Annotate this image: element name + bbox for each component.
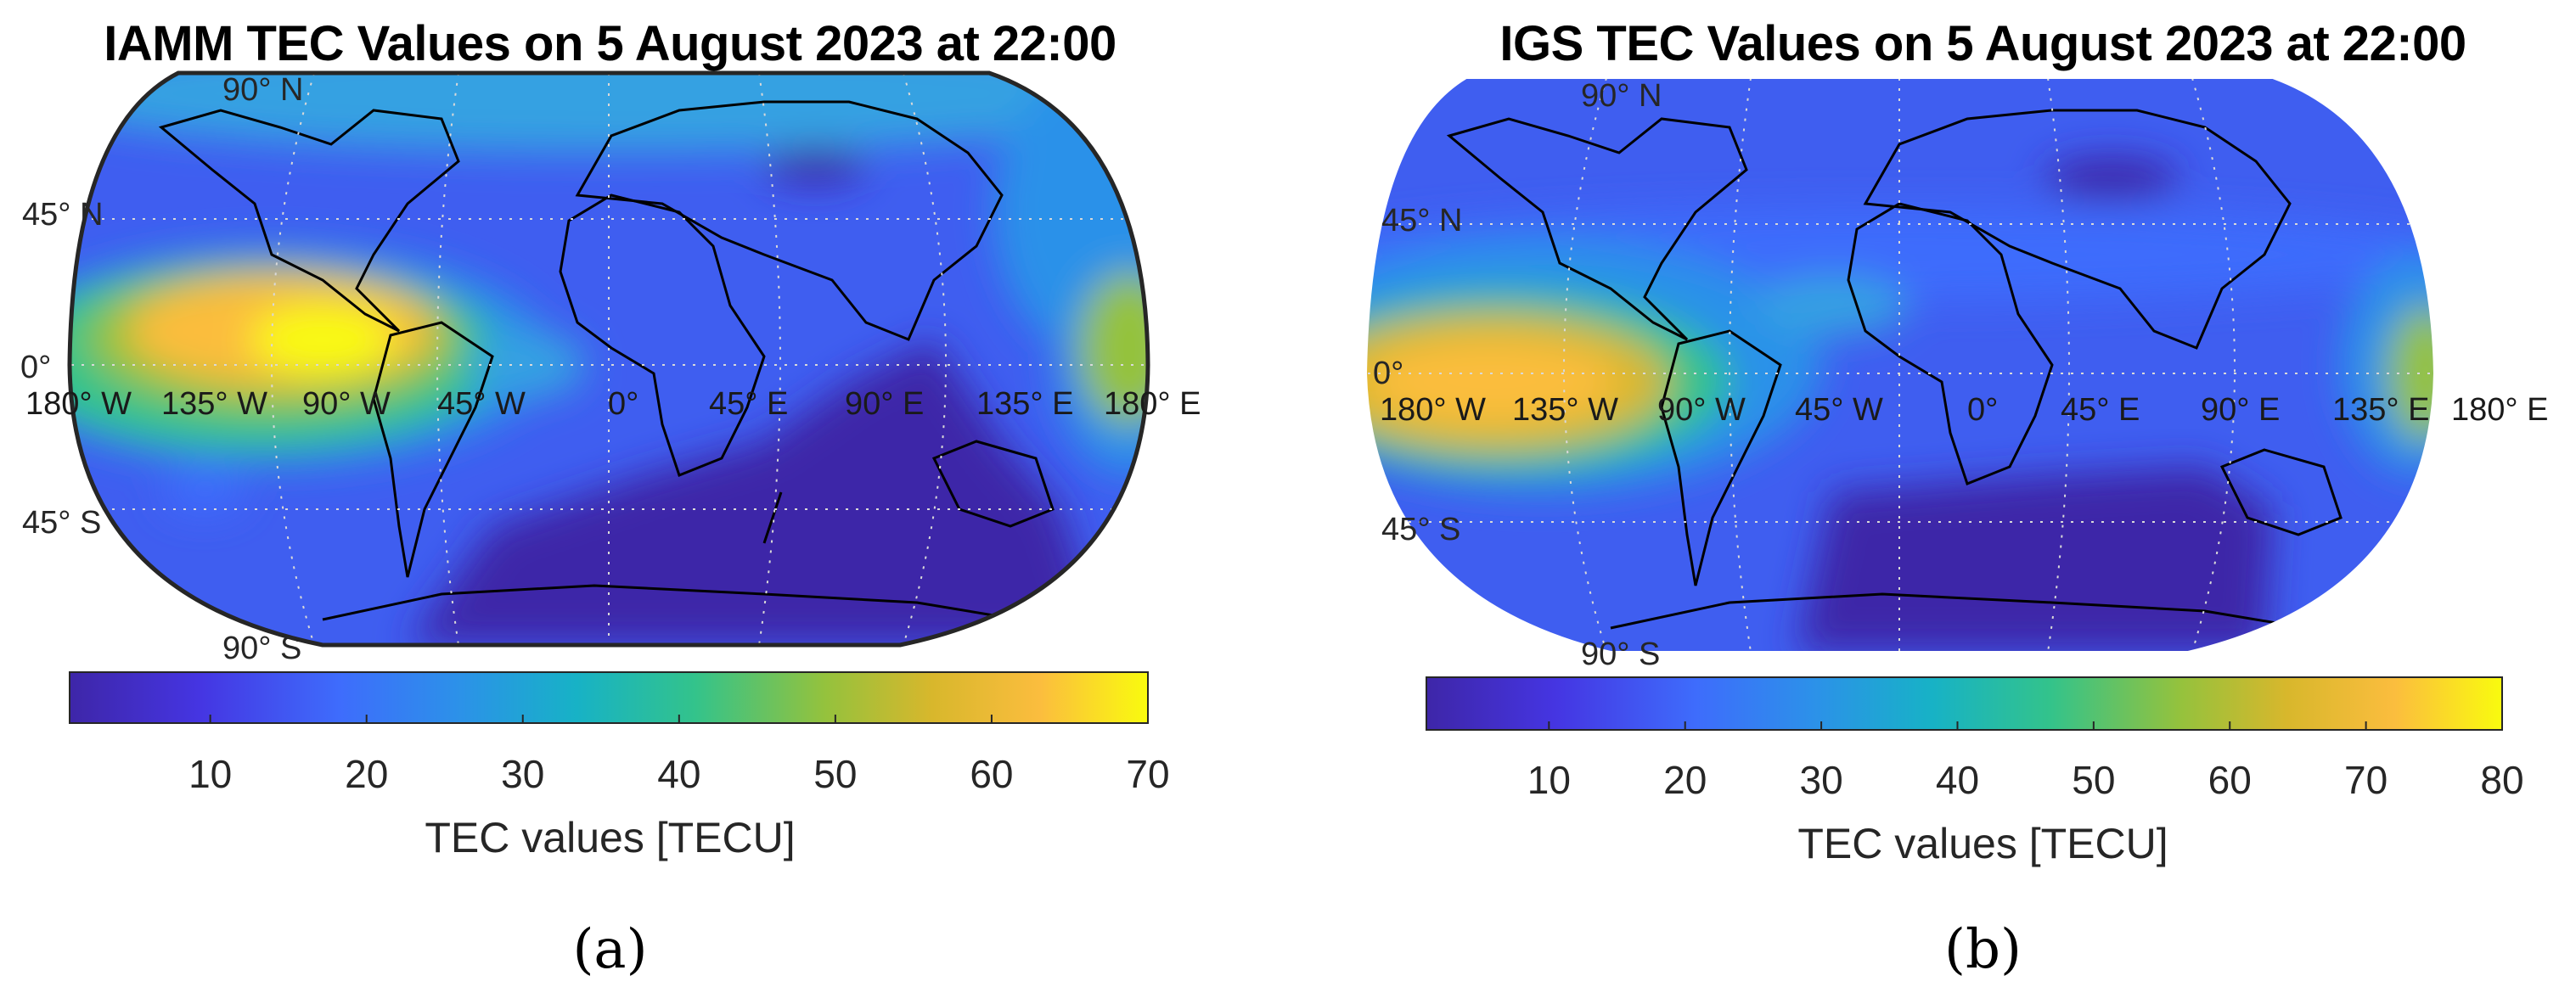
lat-label-90s: 90° S [222,631,301,666]
map-title: IGS TEC Values on 5 August 2023 at 22:00 [1499,16,2466,71]
colorbar-tick-label: 30 [501,752,544,796]
lon-label-45w: 45° W [437,386,526,422]
lon-label-90e: 90° E [2201,392,2280,428]
colorbar-tick-label: 50 [813,752,857,796]
colorbar-tick-label: 40 [657,752,700,796]
lon-label-135w: 135° W [1512,392,1618,428]
lat-label-0: 0° [20,350,51,385]
colorbar-tick-label: 30 [1800,758,1843,802]
lon-label-90w: 90° W [302,386,391,422]
panel-b: IGS TEC Values on 5 August 2023 at 22:00 [1288,0,2576,1004]
lon-label-45w: 45° W [1795,392,1883,428]
lat-label-90n: 90° N [1581,78,1662,114]
colorbar-tick-label: 10 [188,752,232,796]
colorbar [70,672,1148,723]
lon-label-45e: 45° E [2061,392,2140,428]
lon-label-135e: 135° E [976,386,1074,422]
panel-a: IAMM TEC Values on 5 August 2023 at 22:0… [20,16,1201,981]
lon-label-90w: 90° W [1657,392,1746,428]
colorbar-ticks: 10 20 30 40 50 60 70 [188,715,1170,796]
lon-label-180w: 180° W [1380,392,1486,428]
colorbar-tick-label: 70 [1126,752,1169,796]
tec-map: 90° N 45° N 0° 45° S 90° S 180° W 135° W… [20,70,1201,796]
colorbar-label: TEC values [TECU] [1797,820,2168,867]
lon-label-0: 0° [1967,392,1998,428]
lon-label-180e: 180° E [1104,386,1201,422]
lat-label-90n: 90° N [222,72,303,108]
lon-label-90e: 90° E [845,386,924,422]
lat-label-90s: 90° S [1581,637,1660,672]
lat-label-45n: 45° N [22,197,103,233]
colorbar-tick-label: 50 [2072,758,2115,802]
caption-b: (b) [1944,918,2022,981]
lon-label-180w: 180° W [25,386,132,422]
colorbar-tick-label: 10 [1527,758,1571,802]
lon-label-45e: 45° E [709,386,788,422]
lon-label-180e: 180° E [2451,392,2549,428]
lon-label-135e: 135° E [2332,392,2430,428]
lat-label-45n: 45° N [1381,203,1462,238]
colorbar-tick-label: 60 [2208,758,2252,802]
tec-map: 90° N 45° N 0° 45° S 90° S 180° W 135° W… [1364,77,2549,802]
colorbar [1426,677,2502,730]
colorbar-tick-label: 40 [1936,758,1979,802]
colorbar-ticks: 10 20 30 40 50 60 70 80 [1527,721,2524,802]
lat-label-0: 0° [1373,356,1403,391]
lon-label-135w: 135° W [161,386,267,422]
lat-label-45s: 45° S [22,505,101,541]
colorbar-tick-label: 60 [970,752,1013,796]
lon-label-0: 0° [608,386,638,422]
colorbar-tick-label: 20 [1663,758,1707,802]
colorbar-tick-label: 80 [2480,758,2523,802]
colorbar-label: TEC values [TECU] [425,814,796,861]
caption-a: (a) [572,918,648,981]
lat-label-45s: 45° S [1381,512,1460,547]
map-title: IAMM TEC Values on 5 August 2023 at 22:0… [104,16,1116,71]
colorbar-tick-label: 70 [2344,758,2388,802]
colorbar-tick-label: 20 [345,752,388,796]
